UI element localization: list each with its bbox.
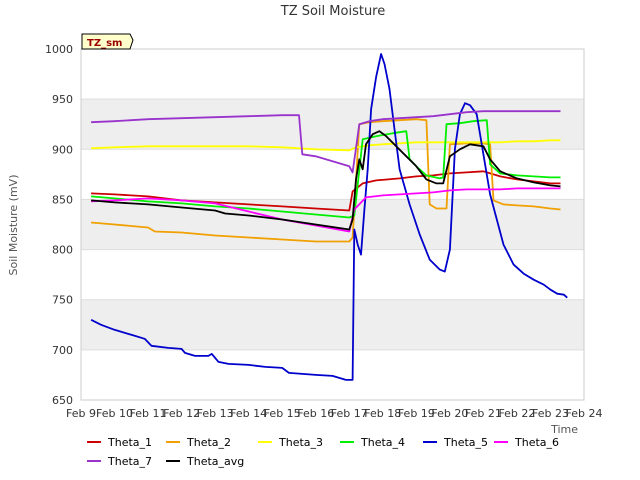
plot-area-frame [80, 48, 585, 401]
y-tick-label: 1000 [45, 43, 73, 56]
legend-label: Theta_1 [107, 436, 152, 449]
y-tick-label: 800 [52, 244, 73, 257]
chart-title: TZ Soil Moisture [280, 4, 386, 19]
tz-sm-badge: TZ_sm [81, 33, 134, 50]
series-lines [90, 53, 568, 381]
y-tick-label: 750 [52, 294, 73, 307]
x-tick-label: Feb 14 [230, 407, 267, 420]
x-tick-label: Feb 11 [130, 407, 167, 420]
series-line-theta-5 [90, 53, 568, 381]
x-tick-label: Feb 10 [96, 407, 133, 420]
x-tick-label: Feb 23 [532, 407, 569, 420]
y-tick-label: 950 [52, 93, 73, 106]
series-line-theta-avg [91, 130, 561, 231]
plot-background-bands [81, 99, 584, 350]
x-tick-label: Feb 18 [364, 407, 401, 420]
series-line-theta-6 [91, 187, 561, 233]
y-tick-label: 700 [52, 344, 73, 357]
x-axis-label: Time [550, 423, 578, 436]
legend-label: Theta_2 [186, 436, 231, 449]
badge-label: TZ_sm [87, 38, 122, 49]
x-tick-label: Feb 21 [465, 407, 502, 420]
series-line-theta-2 [91, 118, 561, 243]
legend-label: Theta_avg [186, 455, 244, 468]
legend-label: Theta_3 [278, 436, 323, 449]
y-axis-ticks: 650 700 750 800 850 900 950 1000 [45, 43, 73, 407]
x-tick-label: Feb 19 [398, 407, 435, 420]
x-tick-label: Feb 20 [431, 407, 468, 420]
band [81, 299, 584, 350]
y-tick-label: 650 [52, 394, 73, 407]
series-line-theta-3 [91, 139, 561, 152]
x-tick-label: Feb 17 [331, 407, 368, 420]
legend-label: Theta_7 [107, 455, 152, 468]
y-axis-label: Soil Moisture (mV) [7, 175, 20, 276]
legend: Theta_1 Theta_2 Theta_3 Theta_4 Theta_5 Theta… [87, 436, 559, 468]
x-tick-label: Feb 12 [163, 407, 200, 420]
x-tick-label: Feb 24 [566, 407, 603, 420]
series-line-theta-7 [91, 110, 561, 174]
x-tick-label: Feb 16 [297, 407, 334, 420]
band [81, 99, 584, 150]
legend-label: Theta_5 [443, 436, 488, 449]
legend-label: Theta_4 [360, 436, 405, 449]
legend-label: Theta_6 [514, 436, 559, 449]
x-tick-label: Feb 13 [197, 407, 234, 420]
x-tick-label: Feb 15 [264, 407, 301, 420]
x-tick-label: Feb 22 [498, 407, 535, 420]
x-tick-label: Feb 9 [66, 407, 96, 420]
y-tick-label: 850 [52, 193, 73, 206]
y-tick-label: 900 [52, 143, 73, 156]
